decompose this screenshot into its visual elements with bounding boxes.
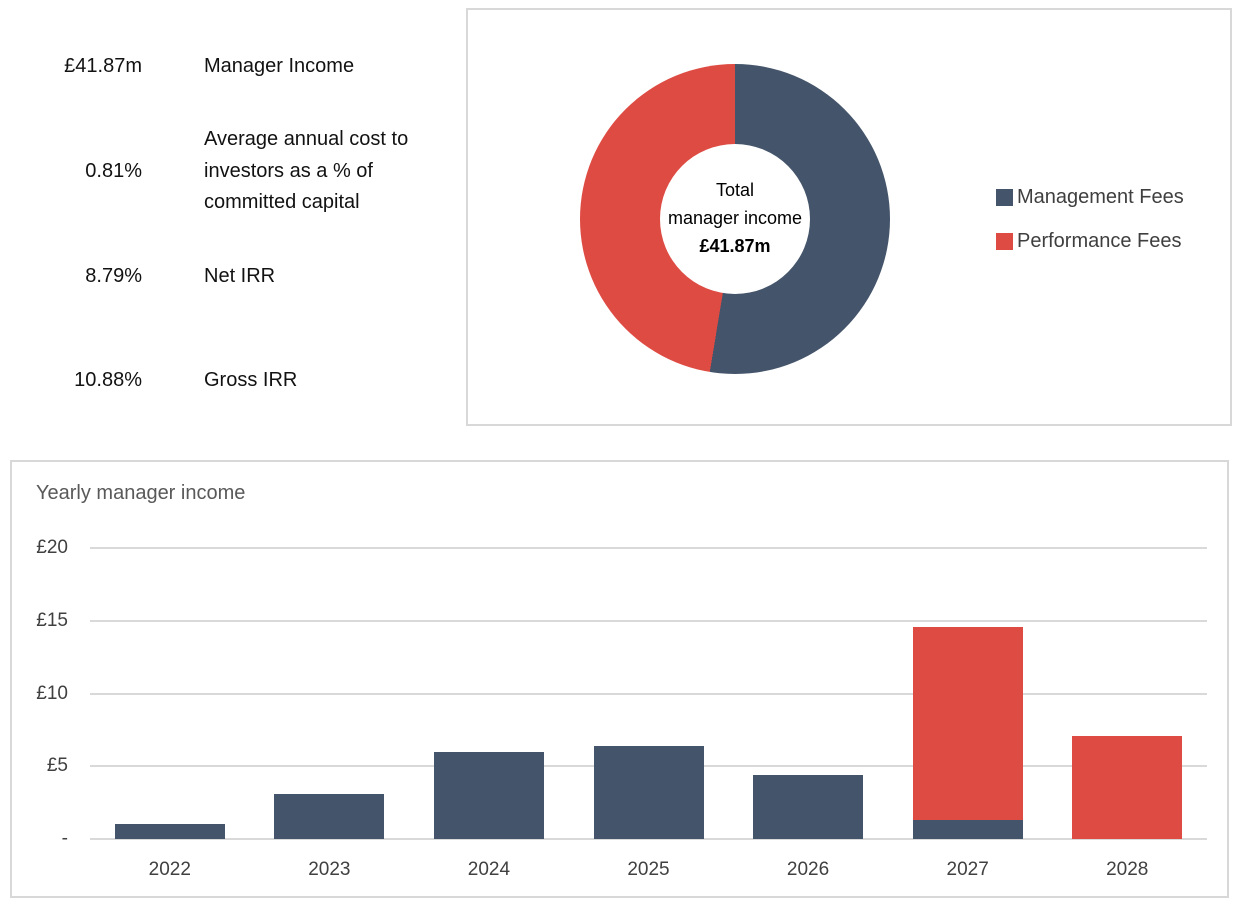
y-axis-tick-label: -	[61, 828, 68, 849]
gridline	[90, 838, 1207, 840]
stat-row: 10.88% Gross IRR	[28, 365, 422, 397]
stat-label: Gross IRR	[204, 369, 298, 391]
management-fees-swatch-icon	[996, 189, 1013, 206]
stat-label: Net IRR	[204, 265, 276, 287]
bar-2024-management-fees	[433, 751, 544, 839]
bar-2028-performance-fees	[1072, 735, 1183, 839]
donut-chart: 47.4% 52.6% Total manager income £41.87m	[580, 64, 996, 374]
y-axis: £20 £15 £10 £5 -	[12, 537, 68, 849]
y-axis-tick-label: £5	[46, 755, 68, 777]
stat-row: 8.79% Net IRR	[28, 261, 422, 293]
stat-label: Manager Income	[204, 55, 355, 77]
stat-value: £41.87m	[64, 55, 142, 78]
bar-2027-performance-fees	[912, 626, 1023, 821]
yearly-income-panel: Yearly manager income £20 £15 £10 £5- 2022 2…	[10, 460, 1229, 898]
legend-label-performance-fees: Performance Fees	[1017, 230, 1182, 252]
x-axis-label-2027: 2027	[946, 859, 989, 880]
x-axis-label-2024: 2024	[467, 859, 511, 880]
donut-center-line2: manager income	[667, 208, 803, 229]
stat-row: 0.81% Average annual cost to investors as…	[28, 124, 422, 219]
bar-chart-title: Yearly manager income	[36, 482, 246, 504]
bar-plot	[90, 547, 1207, 840]
x-axis-label-2026: 2026	[786, 859, 830, 880]
bar-2026-management-fees	[753, 774, 864, 839]
legend-item-management-fees: Management Fees	[996, 186, 1184, 209]
legend-label-management-fees: Management Fees	[1017, 186, 1184, 208]
stat-label: Average annual cost to investors as a % …	[204, 128, 409, 214]
x-axis: 2022 2023 2024 2025 2026 2027 2028	[90, 857, 1207, 885]
bar-2027-management-fees	[912, 820, 1023, 839]
stat-value: 8.79%	[85, 265, 142, 288]
x-axis-label-2028: 2028	[1106, 859, 1149, 880]
stat-value: 10.88%	[74, 369, 142, 392]
bar-2023-management-fees	[274, 793, 385, 839]
legend-item-performance-fees: Performance Fees	[996, 230, 1184, 253]
y-axis-tick-label: £10	[36, 682, 68, 704]
x-axis-label-2023: 2023	[308, 859, 351, 880]
gridline	[90, 547, 1207, 549]
donut-label-management-fees: 52.6%	[922, 268, 996, 299]
stat-value: 0.81%	[85, 159, 142, 182]
donut-center-line1: Total	[715, 180, 755, 201]
gridline	[90, 692, 1207, 695]
x-axis-label-2025: 2025	[627, 859, 670, 880]
key-stats: £41.87m Manager Income 0.81% Average annual…	[0, 0, 460, 440]
fee-split-panel: 47.4% 52.6% Total manager income £41.87m…	[466, 8, 1232, 426]
y-axis-tick-label: £20	[36, 537, 68, 558]
donut-center-total: £41.87m	[699, 235, 771, 256]
donut-legend: Management Fees Performance Fees	[996, 186, 1184, 253]
stat-row: £41.87m Manager Income	[28, 51, 422, 83]
performance-fees-swatch-icon	[996, 233, 1013, 250]
bar-2025-management-fees	[593, 745, 704, 839]
donut-center: Total manager income £41.87m	[660, 144, 810, 294]
gridline	[90, 619, 1207, 622]
y-axis-tick-label: £15	[36, 609, 68, 631]
bar-2022-management-fees	[114, 824, 225, 839]
x-axis-label-2022: 2022	[148, 859, 191, 880]
